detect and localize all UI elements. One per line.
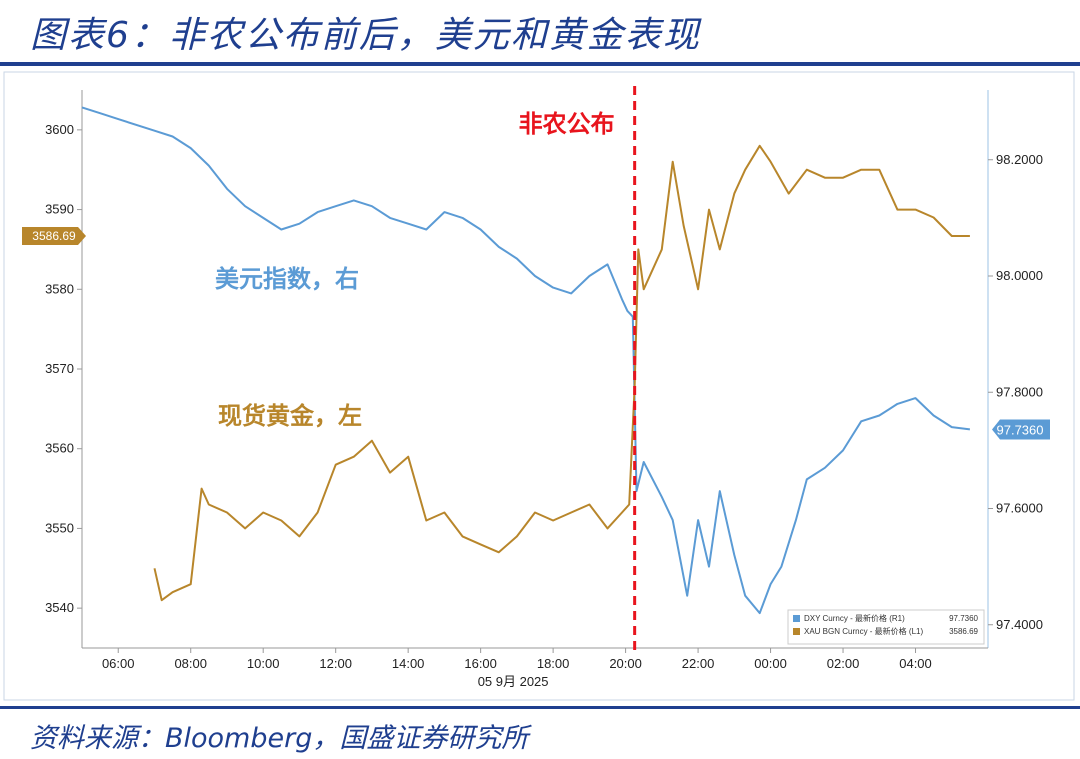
x-tick-label: 08:00 [174, 656, 207, 671]
right-tick-label: 97.6000 [996, 501, 1043, 516]
x-tick-label: 22:00 [682, 656, 715, 671]
left-tick-label: 3580 [45, 281, 74, 296]
series-group [81, 106, 971, 615]
left-tick-label: 3600 [45, 122, 74, 137]
left-tick-label: 3590 [45, 202, 74, 217]
legend-dxy-value: 97.7360 [949, 614, 978, 623]
dxy-series-label: 美元指数，右 [215, 265, 359, 293]
footer-rule [0, 706, 1080, 709]
x-tick-label: 16:00 [464, 656, 497, 671]
right-tick-label: 97.8000 [996, 384, 1043, 399]
source-note: 资料来源：Bloomberg，国盛证券研究所 [30, 723, 529, 754]
dxy-last-value-tag [992, 419, 1050, 440]
dxy-last-value: 97.7360 [997, 422, 1044, 437]
legend-box [787, 609, 985, 645]
date-label: 05 9月 2025 [478, 674, 549, 689]
left-tick-label: 3560 [45, 441, 74, 456]
gold-line [153, 144, 970, 602]
legend-gold-name: XAU BGN Curncy - 最新价格 (L1) [804, 626, 923, 636]
x-tick-label: 02:00 [827, 656, 860, 671]
title-rule [0, 62, 1080, 66]
x-tick-label: 12:00 [319, 656, 352, 671]
left-tick-label: 3540 [45, 600, 74, 615]
legend-gold-swatch [793, 628, 800, 635]
dxy-line [81, 106, 971, 615]
right-tick-label: 98.2000 [996, 152, 1043, 167]
chart-frame [3, 71, 1075, 701]
legend-dxy-name: DXY Curncy - 最新价格 (R1) [804, 613, 905, 623]
x-tick-label: 06:00 [102, 656, 135, 671]
event-label: 非农公布 [519, 110, 615, 138]
x-tick-label: 18:00 [537, 656, 570, 671]
gold-last-value-tag [22, 226, 86, 245]
right-tick-label: 97.4000 [996, 617, 1043, 632]
axes: 3540 3550 3560 3570 3580 3590 3600 97.4000 97.60… [45, 90, 1043, 689]
legend-dxy-swatch [793, 615, 800, 622]
x-tick-label: 04:00 [899, 656, 932, 671]
gold-last-value: 3586.69 [32, 229, 76, 243]
gold-series-label: 现货黄金，左 [218, 402, 362, 430]
left-tick-label: 3570 [45, 361, 74, 376]
page-title: 图表6：非农公布前后，美元和黄金表现 [30, 15, 701, 56]
chart: 3540 3550 3560 3570 3580 3590 3600 97.4000 97.60… [3, 71, 1075, 701]
right-tick-label: 98.0000 [996, 268, 1043, 283]
left-tick-label: 3550 [45, 520, 74, 535]
x-tick-label: 14:00 [392, 656, 425, 671]
x-tick-label: 00:00 [754, 656, 787, 671]
x-tick-label: 10:00 [247, 656, 280, 671]
x-tick-label: 20:00 [609, 656, 642, 671]
legend-gold-value: 3586.69 [949, 627, 978, 636]
